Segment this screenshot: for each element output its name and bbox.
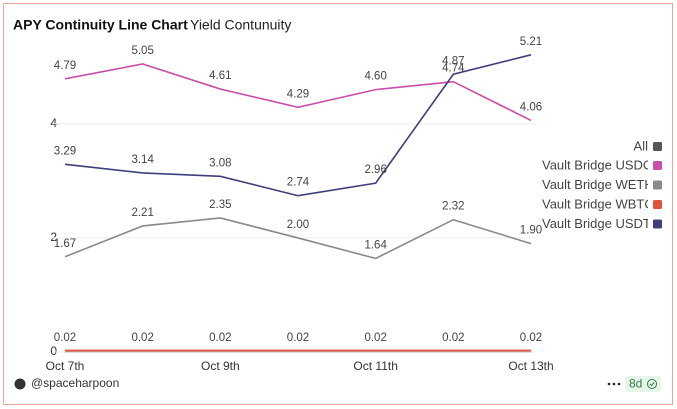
series-line (64, 54, 532, 197)
legend-label[interactable]: Vault Bridge USDT (542, 216, 651, 231)
legend-swatch[interactable] (653, 200, 662, 209)
more-menu[interactable] (607, 382, 621, 386)
value-label: 0.02 (520, 332, 542, 344)
value-label: 3.29 (54, 145, 76, 157)
check-icon (649, 382, 655, 387)
value-label: 0.02 (442, 332, 464, 344)
value-label: 4.29 (287, 88, 309, 100)
x-tick-label: Oct 9th (201, 359, 240, 373)
value-label: 4.06 (520, 101, 542, 113)
value-label: 1.90 (520, 225, 542, 237)
x-tick-label: Oct 13th (508, 359, 553, 373)
legend-item[interactable]: Vault Bridge WETH (542, 177, 662, 192)
value-label: 2.96 (364, 164, 386, 176)
value-label: 5.05 (131, 45, 153, 57)
frame (3, 3, 673, 405)
legend-swatch[interactable] (653, 219, 662, 229)
value-label: 4.60 (364, 71, 386, 83)
chart-subtitle: Yield Contunuity (190, 17, 291, 33)
value-label: 0.02 (54, 332, 76, 344)
value-label: 0.02 (287, 332, 309, 344)
value-label: 3.08 (209, 157, 231, 169)
value-label: 4.87 (442, 55, 464, 67)
legend-swatch[interactable] (653, 142, 662, 151)
y-tick-label: 0 (50, 344, 57, 358)
value-label: 2.21 (131, 207, 153, 219)
value-label: 0.02 (209, 332, 231, 344)
value-label: 5.21 (520, 36, 542, 48)
footer-user: @spaceharpoon (31, 376, 119, 390)
legend-item[interactable]: Vault Bridge USDT (542, 216, 662, 231)
value-label: 4.74 (442, 63, 465, 75)
legend-swatch[interactable] (653, 180, 662, 190)
legend-label[interactable]: Vault Bridge WETH (542, 177, 654, 192)
value-label: 0.02 (364, 332, 386, 344)
value-label: 2.35 (209, 199, 231, 211)
value-label: 1.64 (364, 239, 387, 251)
value-label: 4.61 (209, 70, 231, 82)
chart-title: APY Continuity Line Chart (13, 17, 188, 33)
series-line (64, 217, 532, 260)
legend-item[interactable]: Vault Bridge USDC (542, 157, 662, 172)
value-label: 1.67 (54, 238, 76, 250)
legend-swatch[interactable] (653, 161, 662, 170)
legend-label[interactable]: All (634, 138, 649, 153)
legend-item[interactable]: Vault Bridge WBTC (542, 196, 662, 211)
value-label: 2.00 (287, 219, 309, 231)
footer-age: 8d (629, 377, 642, 391)
y-tick-label: 4 (50, 116, 57, 130)
legend-label[interactable]: Vault Bridge WBTC (542, 196, 654, 211)
x-tick-label: Oct 7th (46, 359, 85, 373)
check-icon (647, 379, 657, 389)
x-tick-label: Oct 11th (353, 359, 397, 373)
value-label: 3.14 (131, 154, 154, 166)
value-label: 0.02 (131, 332, 153, 344)
value-label: 4.79 (54, 60, 76, 72)
series-line (64, 63, 532, 122)
legend-label[interactable]: Vault Bridge USDC (542, 157, 652, 172)
value-label: 2.32 (442, 201, 464, 213)
y-tick-label: 2 (50, 230, 57, 244)
legend-all[interactable]: All (634, 138, 662, 153)
user-icon (14, 378, 26, 390)
value-label: 2.74 (287, 177, 310, 189)
